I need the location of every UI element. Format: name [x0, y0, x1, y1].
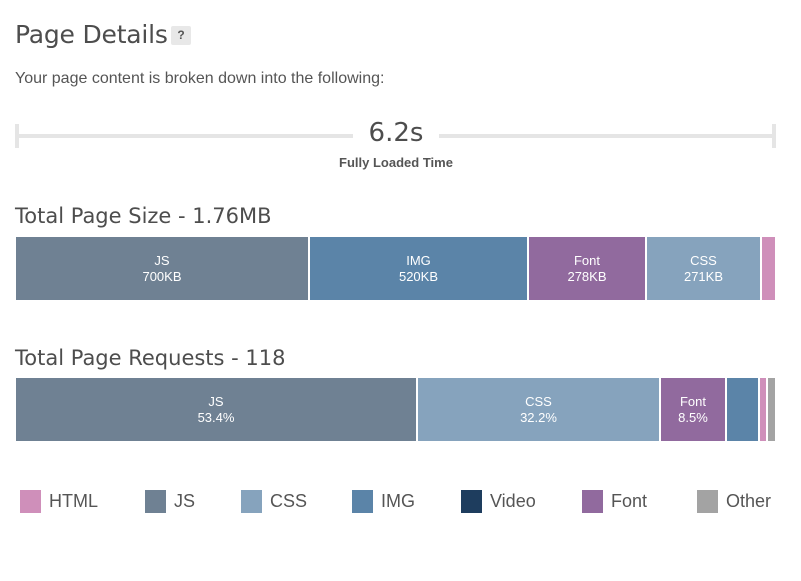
- segment-value-label: 520KB: [398, 268, 439, 284]
- segment-type-label: Font: [573, 252, 600, 268]
- segment-type-label: CSS: [690, 252, 717, 268]
- page-size-bar: JS 700KB IMG 520KB Font 278KB CSS 271KB: [16, 237, 775, 300]
- legend-swatch-html: [20, 490, 41, 513]
- legend-swatch-font: [582, 490, 603, 513]
- fully-loaded-time-label: Fully Loaded Time: [339, 155, 453, 170]
- requests-segment-js[interactable]: JS 53.4%: [16, 378, 416, 441]
- help-button[interactable]: ?: [171, 26, 191, 45]
- requests-segment-img[interactable]: [727, 378, 758, 441]
- legend-swatch-css: [241, 490, 262, 513]
- segment-type-label: JS: [154, 252, 170, 268]
- timeline-line-right: [439, 134, 775, 138]
- segment-type-label: IMG: [406, 252, 431, 268]
- timeline-line-left: [16, 134, 353, 138]
- legend-swatch-img: [352, 490, 373, 513]
- content-type-legend: HTML JS CSS IMG Video Font Other: [0, 490, 801, 518]
- segment-value-label: 700KB: [142, 268, 182, 284]
- legend-label: IMG: [381, 491, 415, 511]
- legend-item-video[interactable]: Video: [461, 490, 536, 513]
- requests-segment-css[interactable]: CSS 32.2%: [418, 378, 659, 441]
- total-page-requests-title: Total Page Requests - 118: [15, 346, 286, 370]
- legend-label: Video: [490, 491, 536, 511]
- size-segment-html[interactable]: [762, 237, 775, 300]
- legend-item-css[interactable]: CSS: [241, 490, 307, 513]
- legend-label: CSS: [270, 491, 308, 511]
- segment-type-label: Font: [679, 393, 706, 409]
- total-page-size-title: Total Page Size - 1.76MB: [15, 204, 272, 228]
- timeline-end-cap: [772, 124, 776, 148]
- requests-segment-html[interactable]: [760, 378, 766, 441]
- segment-value-label: 278KB: [567, 268, 607, 284]
- legend-item-html[interactable]: HTML: [20, 490, 98, 513]
- size-segment-js[interactable]: JS 700KB: [16, 237, 308, 300]
- legend-item-other[interactable]: Other: [697, 490, 771, 513]
- legend-label: Other: [726, 491, 772, 511]
- legend-label: HTML: [49, 491, 98, 511]
- legend-label: JS: [174, 491, 196, 511]
- requests-segment-other[interactable]: [768, 378, 775, 441]
- legend-swatch-video: [461, 490, 482, 513]
- segment-value-label: 53.4%: [197, 409, 235, 425]
- segment-type-label: JS: [208, 393, 224, 409]
- legend-label: Font: [611, 491, 648, 511]
- fully-loaded-time-value: 6.2s: [368, 118, 424, 148]
- legend-item-img[interactable]: IMG: [352, 490, 415, 513]
- legend-swatch-js: [145, 490, 166, 513]
- legend-item-js[interactable]: JS: [145, 490, 195, 513]
- legend-item-font[interactable]: Font: [582, 490, 647, 513]
- segment-value-label: 271KB: [683, 268, 724, 284]
- size-segment-font[interactable]: Font 278KB: [529, 237, 645, 300]
- segment-value-label: 8.5%: [678, 409, 708, 425]
- page-title: Page Details: [15, 20, 168, 49]
- page-subtitle: Your page content is broken down into th…: [15, 70, 385, 87]
- requests-segment-font[interactable]: Font 8.5%: [661, 378, 725, 441]
- size-segment-img[interactable]: IMG 520KB: [310, 237, 527, 300]
- size-segment-css[interactable]: CSS 271KB: [647, 237, 760, 300]
- page-requests-bar: JS 53.4% CSS 32.2% Font 8.5%: [16, 378, 775, 441]
- segment-value-label: 32.2%: [520, 409, 557, 425]
- segment-type-label: CSS: [525, 393, 552, 409]
- legend-swatch-other: [697, 490, 718, 513]
